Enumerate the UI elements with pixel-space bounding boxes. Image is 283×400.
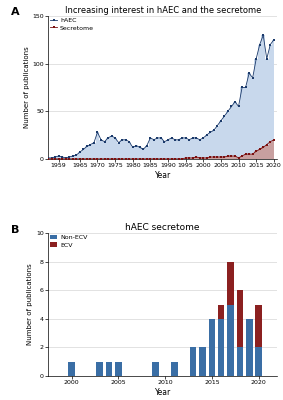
Bar	[190, 348, 196, 376]
Bar	[255, 304, 262, 348]
hAEC	[272, 38, 276, 42]
hAEC	[261, 33, 265, 38]
Bar	[171, 362, 178, 376]
Y-axis label: Number of publications: Number of publications	[27, 264, 33, 346]
Legend: Non-ECV, ECV: Non-ECV, ECV	[50, 235, 87, 248]
hAEC	[163, 139, 166, 144]
Bar	[68, 362, 75, 376]
Title: Increasing interest in hAEC and the secretome: Increasing interest in hAEC and the secr…	[65, 6, 261, 15]
Bar	[106, 362, 112, 376]
Bar	[218, 319, 224, 376]
hAEC	[240, 85, 244, 90]
Title: hAEC secretome: hAEC secretome	[125, 223, 200, 232]
Bar	[209, 319, 215, 376]
Secretome	[113, 156, 117, 161]
Bar	[227, 262, 234, 304]
Bar	[218, 304, 224, 319]
Bar	[96, 362, 103, 376]
Bar	[246, 319, 252, 376]
hAEC	[265, 56, 269, 61]
Secretome	[46, 156, 50, 161]
Secretome	[272, 138, 276, 142]
Bar	[153, 362, 159, 376]
hAEC	[142, 147, 145, 152]
Bar	[199, 348, 206, 376]
X-axis label: Year: Year	[155, 171, 171, 180]
Line: hAEC: hAEC	[47, 34, 275, 159]
Secretome	[163, 156, 166, 161]
hAEC	[99, 138, 103, 142]
Secretome	[240, 154, 244, 158]
Line: Secretome: Secretome	[47, 138, 275, 160]
Secretome	[265, 142, 269, 147]
Legend: hAEC, Secretome: hAEC, Secretome	[50, 18, 94, 30]
Secretome	[142, 156, 145, 161]
Bar	[227, 304, 234, 376]
Secretome	[99, 156, 103, 161]
Bar	[237, 290, 243, 348]
X-axis label: Year: Year	[155, 388, 171, 397]
Bar	[115, 362, 122, 376]
Bar	[237, 348, 243, 376]
Bar	[255, 348, 262, 376]
Text: A: A	[11, 8, 20, 18]
Y-axis label: Number of publications: Number of publications	[23, 46, 29, 128]
Text: B: B	[11, 224, 20, 234]
hAEC	[113, 136, 117, 140]
hAEC	[46, 156, 50, 160]
